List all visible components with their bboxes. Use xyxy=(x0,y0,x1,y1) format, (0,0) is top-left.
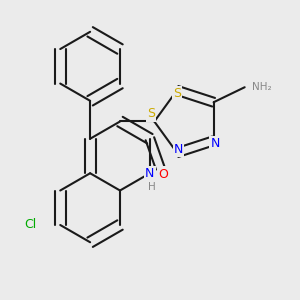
Text: S: S xyxy=(147,107,155,121)
Text: Cl: Cl xyxy=(24,218,36,232)
Text: N: N xyxy=(145,167,154,180)
Text: N: N xyxy=(174,143,183,156)
Text: H: H xyxy=(148,182,155,192)
Text: N: N xyxy=(210,137,220,150)
Text: O: O xyxy=(158,168,168,181)
Text: S: S xyxy=(173,87,181,100)
Text: NH₂: NH₂ xyxy=(252,82,272,92)
